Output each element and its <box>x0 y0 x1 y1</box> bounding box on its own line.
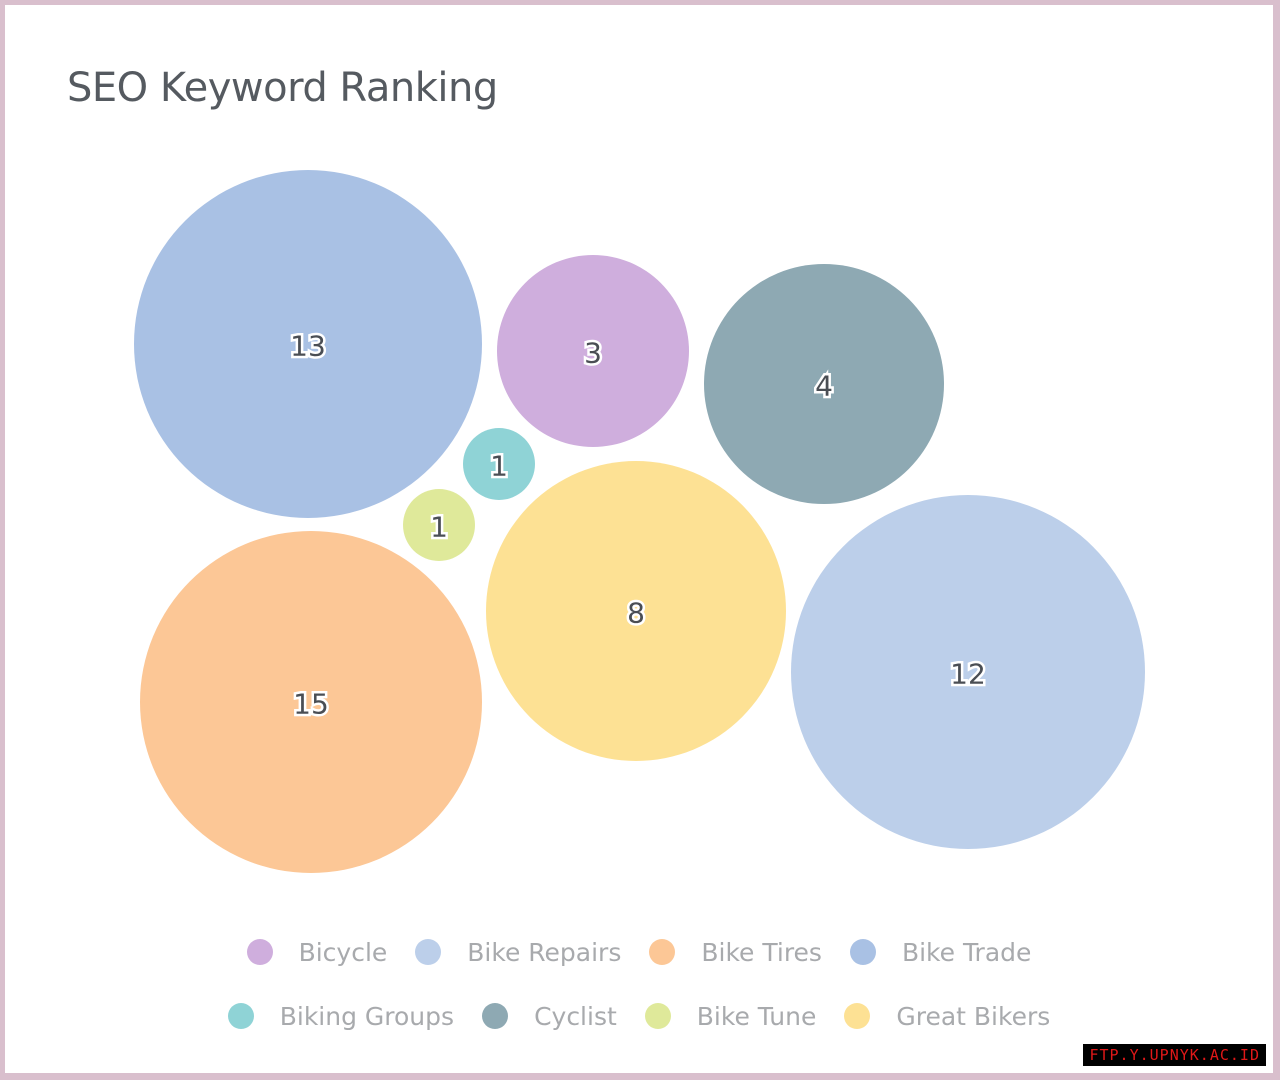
bubble-cyclist[interactable]: 4 <box>704 264 944 504</box>
bubble-value: 15 <box>293 688 329 721</box>
bubble-value: 1 <box>490 450 508 483</box>
legend-item-bicycle[interactable]: Bicycle <box>246 937 388 967</box>
chart-legend: Bicycle Bike Repairs Bike Tires Bike Tra… <box>5 920 1273 1048</box>
legend-item-bike-tires[interactable]: Bike Tires <box>649 938 822 967</box>
legend-item-bike-tune[interactable]: Bike Tune <box>644 1001 817 1031</box>
legend-dot-icon <box>482 1003 509 1029</box>
legend-label: Bicycle <box>298 937 388 967</box>
bubble-bicycle[interactable]: 3 <box>497 255 689 447</box>
legend-dot-icon <box>415 939 442 965</box>
legend-label: Biking Groups <box>279 1001 455 1031</box>
legend-item-biking-groups[interactable]: Biking Groups <box>227 1001 455 1031</box>
bubble-value: 4 <box>815 370 833 403</box>
bubble-value: 3 <box>584 337 602 370</box>
legend-dot-icon <box>849 939 876 965</box>
legend-row-1: Bicycle Bike Repairs Bike Tires Bike Tra… <box>5 920 1273 984</box>
legend-label: Bike Tires <box>701 937 822 967</box>
bubble-bike-tune[interactable]: 1 <box>403 489 475 561</box>
legend-row-2: Biking Groups Cyclist Bike Tune Great Bi… <box>5 984 1273 1048</box>
legend-item-bike-trade[interactable]: Bike Trade <box>849 937 1032 967</box>
bubble-bike-repairs[interactable]: 12 <box>791 495 1145 849</box>
legend-dot-icon <box>644 1003 671 1029</box>
legend-label: Bike Trade <box>901 937 1032 967</box>
legend-dot-icon <box>649 939 676 965</box>
bubble-great-bikers[interactable]: 8 <box>486 461 786 761</box>
legend-dot-icon <box>227 1003 254 1029</box>
legend-item-cyclist[interactable]: Cyclist <box>482 1002 617 1031</box>
bubble-value: 12 <box>950 658 986 691</box>
chart-card: SEO Keyword Ranking 13 3 4 1 1 8 12 <box>5 5 1273 1073</box>
bubble-plot: 13 3 4 1 1 8 12 15 <box>134 170 1145 873</box>
bubble-bike-tires[interactable]: 15 <box>140 531 482 873</box>
bubble-value: 1 <box>430 511 448 544</box>
bubble-value: 13 <box>290 330 326 363</box>
legend-label: Bike Tune <box>696 1001 817 1031</box>
legend-dot-icon <box>246 939 273 965</box>
legend-item-great-bikers[interactable]: Great Bikers <box>844 1002 1050 1031</box>
legend-label: Bike Repairs <box>467 937 622 967</box>
bubble-value: 8 <box>627 597 645 630</box>
watermark: FTP.Y.UPNYK.AC.ID <box>1083 1044 1266 1066</box>
legend-item-bike-repairs[interactable]: Bike Repairs <box>415 938 621 967</box>
chart-title: SEO Keyword Ranking <box>67 65 498 111</box>
bubble-bike-trade[interactable]: 13 <box>134 170 482 518</box>
bubble-biking-groups[interactable]: 1 <box>463 428 535 500</box>
legend-dot-icon <box>844 1003 871 1029</box>
legend-label: Great Bikers <box>896 1001 1051 1031</box>
legend-label: Cyclist <box>534 1001 617 1031</box>
